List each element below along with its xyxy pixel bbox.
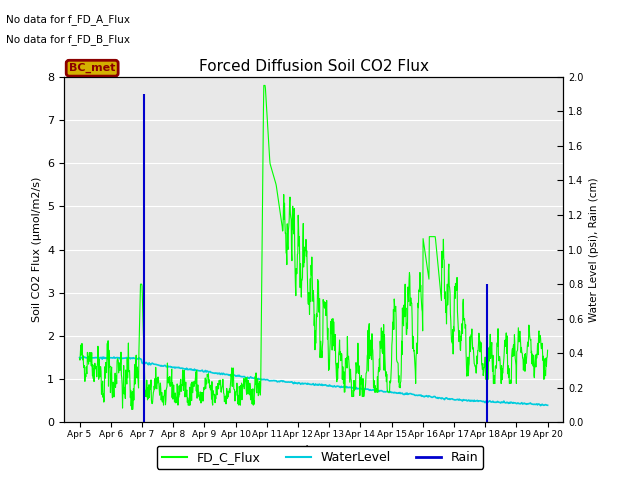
Text: BC_met: BC_met	[69, 63, 115, 73]
Y-axis label: Soil CO2 Flux (μmol/m2/s): Soil CO2 Flux (μmol/m2/s)	[31, 177, 42, 322]
Title: Forced Diffusion Soil CO2 Flux: Forced Diffusion Soil CO2 Flux	[198, 59, 429, 74]
X-axis label: Time: Time	[298, 444, 329, 457]
Legend: FD_C_Flux, WaterLevel, Rain: FD_C_Flux, WaterLevel, Rain	[157, 446, 483, 469]
Y-axis label: Water Level (psi), Rain (cm): Water Level (psi), Rain (cm)	[589, 177, 599, 322]
Text: No data for f_FD_B_Flux: No data for f_FD_B_Flux	[6, 34, 131, 45]
Text: No data for f_FD_A_Flux: No data for f_FD_A_Flux	[6, 14, 131, 25]
